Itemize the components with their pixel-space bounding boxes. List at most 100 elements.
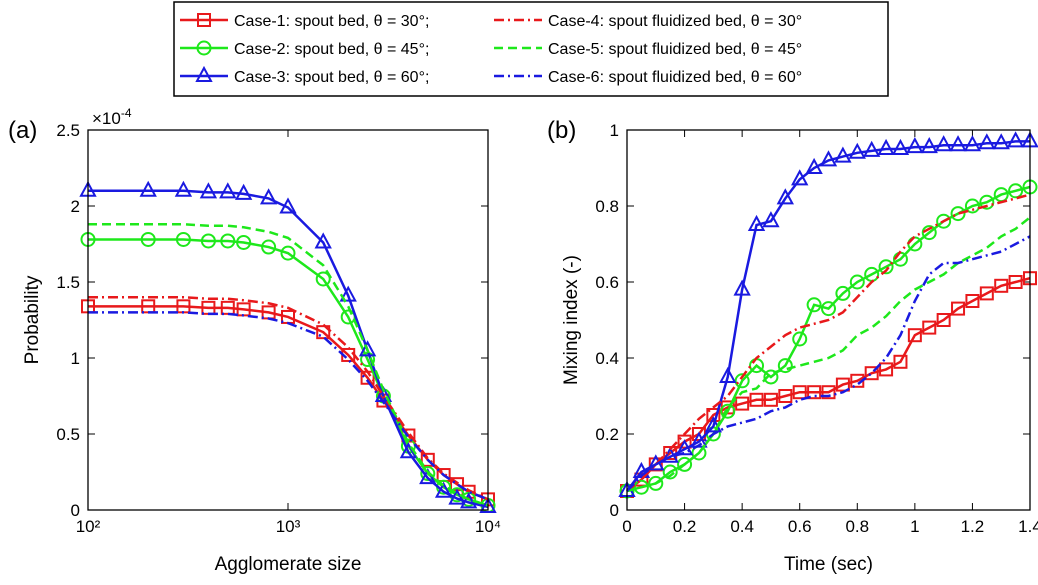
data-point — [648, 475, 664, 491]
data-point — [220, 300, 235, 315]
y-tick-label: 1 — [610, 121, 619, 140]
x-tick-label: 0 — [622, 517, 631, 536]
data-point — [399, 442, 418, 459]
x-tick-label: 0.6 — [788, 517, 812, 536]
y-axis-label: Probability — [22, 275, 43, 364]
data-point — [259, 188, 278, 205]
y-tick-label: 2 — [71, 197, 80, 216]
data-point — [280, 245, 296, 261]
data-point — [979, 286, 994, 301]
x-tick-label: 0.8 — [845, 517, 869, 536]
x-tick-label: 1.4 — [1018, 517, 1038, 536]
data-point — [140, 231, 156, 247]
series-line — [88, 222, 489, 507]
data-point — [792, 385, 807, 400]
x-tick-label: 1.2 — [961, 517, 985, 536]
data-point — [777, 358, 793, 374]
x-axis-label: Agglomerate size — [215, 554, 362, 575]
y-tick-label: 0.6 — [595, 273, 619, 292]
x-tick-label: 10⁴ — [475, 517, 501, 536]
legend-label: Case-6: spout fluidized bed, θ = 60° — [548, 69, 802, 86]
data-point — [762, 211, 780, 228]
data-point — [791, 169, 809, 186]
data-point — [992, 133, 1010, 150]
data-point — [906, 136, 924, 154]
data-point — [734, 373, 750, 389]
data-point — [819, 150, 838, 167]
data-point — [339, 285, 357, 302]
x-axis-label: Time (sec) — [784, 554, 873, 575]
data-point — [920, 136, 938, 154]
data-point — [749, 392, 764, 407]
y-scale-exponent: -4 — [121, 106, 132, 120]
data-point — [878, 259, 894, 275]
data-point — [434, 481, 453, 498]
y-tick-label: 0.8 — [595, 197, 619, 216]
data-point — [1008, 183, 1024, 199]
data-point — [677, 456, 693, 472]
data-point — [358, 340, 377, 357]
data-point — [1008, 275, 1023, 289]
data-point — [963, 135, 982, 152]
y-tick-label: 0 — [71, 501, 80, 520]
data-point — [719, 366, 737, 383]
data-point — [479, 496, 497, 513]
data-point — [200, 233, 216, 249]
legend-marker — [197, 13, 211, 27]
data-point — [864, 366, 879, 381]
y-scale-label: ×10-4 — [92, 106, 132, 128]
data-point — [174, 180, 193, 197]
data-point — [848, 142, 866, 159]
x-tick-label: 10² — [76, 517, 101, 536]
x-tick-label: 0.4 — [730, 517, 754, 536]
y-tick-label: 2.5 — [56, 121, 80, 140]
data-point — [662, 464, 678, 480]
data-point — [835, 285, 851, 301]
data-point — [661, 446, 679, 463]
axes-box — [626, 129, 1031, 511]
legend-marker — [195, 65, 213, 82]
data-point — [936, 313, 951, 327]
data-point — [806, 297, 822, 313]
data-point — [863, 140, 881, 157]
y-tick-label: 0.2 — [595, 425, 619, 444]
data-point — [314, 232, 332, 249]
data-point — [735, 396, 750, 411]
data-point — [879, 362, 894, 377]
data-point — [420, 452, 435, 467]
y-tick-label: 1.5 — [56, 273, 80, 292]
data-point — [807, 385, 822, 400]
axes-box — [87, 129, 489, 511]
data-point — [279, 197, 297, 214]
data-point — [922, 320, 937, 335]
data-point — [720, 403, 736, 419]
data-point — [978, 133, 996, 150]
data-point — [821, 385, 836, 400]
y-scale-base: ×10 — [92, 109, 121, 128]
data-point — [936, 213, 952, 229]
data-point — [950, 206, 966, 222]
data-point — [448, 488, 466, 505]
legend-label: Case-4: spout fluidized bed, θ = 30° — [548, 13, 802, 30]
series-line — [88, 295, 489, 501]
series-line — [626, 235, 1031, 492]
data-point — [891, 138, 910, 155]
data-point — [849, 274, 865, 290]
data-point — [677, 434, 692, 449]
data-point — [792, 331, 808, 347]
data-point — [1006, 131, 1025, 148]
data-point — [835, 377, 850, 392]
data-point — [733, 279, 751, 296]
series-line — [626, 193, 1031, 492]
data-point — [236, 234, 252, 250]
data-point — [220, 233, 236, 249]
data-point — [704, 416, 723, 433]
data-point — [834, 146, 852, 163]
data-point — [261, 239, 277, 255]
data-point — [747, 214, 766, 231]
data-point — [964, 198, 980, 214]
data-point — [199, 182, 218, 199]
series-line — [626, 276, 1031, 492]
